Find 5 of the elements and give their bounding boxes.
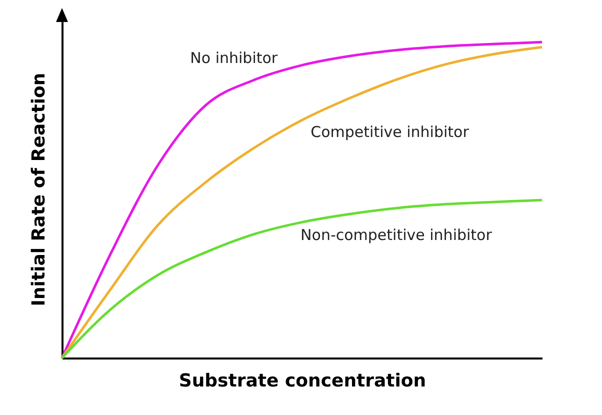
series-label: Competitive inhibitor [310,123,470,142]
series-label: No inhibitor [190,49,278,68]
series-label: Non-competitive inhibitor [300,226,493,244]
y-axis-title: Initial Rate of Reaction [28,72,50,306]
x-axis-title: Substrate concentration [178,370,426,392]
